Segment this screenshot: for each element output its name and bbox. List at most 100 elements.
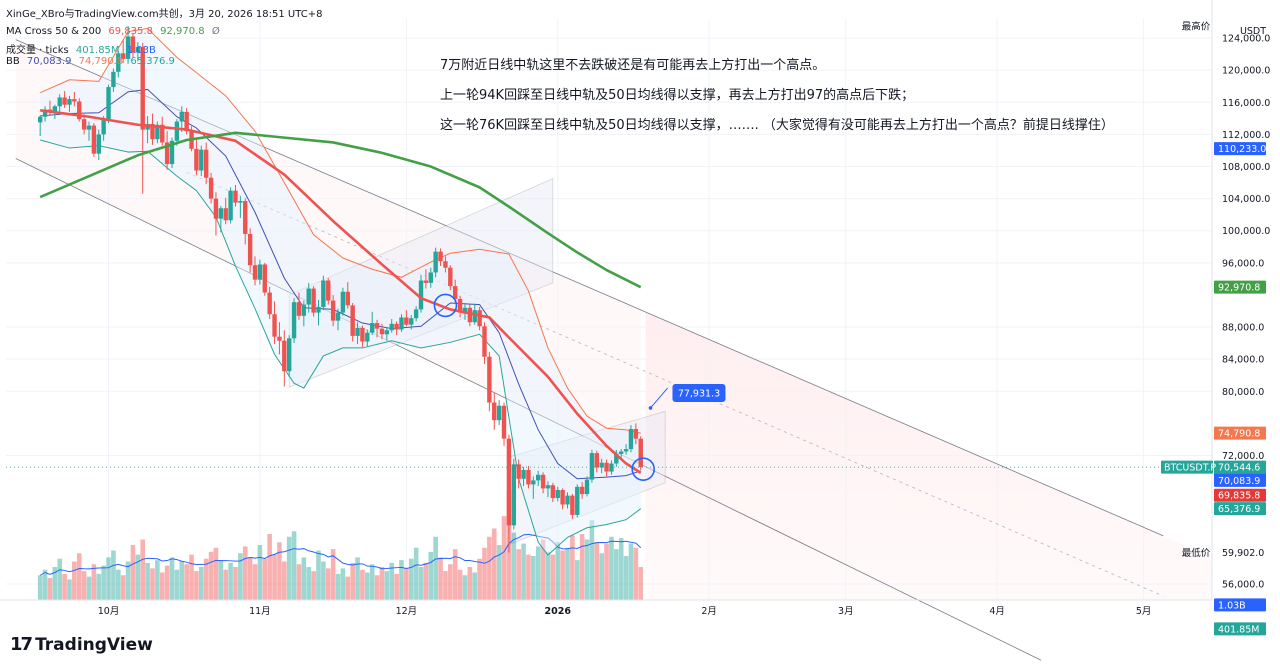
volume-bar (462, 575, 468, 600)
candle-body (633, 429, 639, 439)
candle-body (62, 97, 67, 105)
price-tag-text: 74,790.8 (1218, 429, 1260, 440)
price-tick-label: 116,000.0 (1222, 98, 1270, 109)
volume-bar (355, 557, 360, 600)
price-tag-box (1214, 488, 1266, 502)
volume-bar (423, 562, 429, 600)
indicator-ma-legend[interactable]: MA Cross 50 & 200 69,835.8 92,970.8 Ø (6, 26, 224, 37)
annotation-line-2: 上一轮94K回踩至日线中轨及50日均线得以支撑，再去上方打出97的高点后下跌； (440, 88, 915, 103)
volume-bar (242, 546, 248, 600)
price-tick-label: 124,000.0 (1222, 34, 1270, 45)
candle-body (428, 272, 433, 283)
price-tick-label: 104,000.0 (1222, 194, 1270, 205)
volume-bar (443, 571, 448, 600)
volume-bar (325, 568, 331, 600)
candle-body (194, 148, 199, 171)
channel-lower-line (15, 158, 1042, 661)
volume-bar (189, 554, 194, 600)
volume-bar (521, 543, 526, 600)
candle-body (257, 264, 263, 280)
price-tag-text: 92,970.8 (1218, 283, 1260, 294)
price-tag-label: 最高价 (1182, 21, 1211, 33)
candle-body (243, 201, 248, 234)
candle-body (570, 495, 575, 515)
volume-bar (125, 561, 131, 600)
candle-body (365, 332, 370, 342)
target-label-box (672, 384, 726, 403)
volume-bar (257, 545, 263, 600)
candle-body (545, 485, 551, 489)
indicator-bb-legend[interactable]: BB 70,083.9 74,790.8 65,376.9 (6, 56, 179, 67)
candle-body (72, 99, 77, 102)
volume-bar (501, 516, 507, 600)
price-tag-text: 65,376.9 (1218, 504, 1260, 515)
volume-bar (111, 550, 116, 600)
candle-body (164, 142, 170, 165)
time-tick-label: 11月 (249, 606, 271, 617)
volume-bar (115, 569, 121, 600)
candle-body (208, 177, 214, 199)
price-tag-box (1214, 473, 1266, 487)
volume-bar (174, 569, 180, 600)
candle-body (413, 309, 419, 319)
volume-bar (408, 558, 414, 600)
candle-body (101, 119, 106, 135)
candle-body (203, 149, 209, 178)
candle-body (379, 328, 385, 335)
volume-bar (91, 564, 97, 600)
ma-legend-value-3: Ø (211, 26, 220, 37)
candle-body (267, 292, 272, 315)
candle-body (438, 251, 443, 262)
candle-body (311, 288, 316, 313)
volume-bar (96, 573, 102, 600)
volume-bar (438, 557, 443, 600)
bb-legend-label: BB (6, 56, 20, 67)
candle-body (296, 302, 302, 316)
volume-bar (379, 567, 385, 600)
chart-header-title: XinGe_XBro与TradingView.com共创，3月 20, 2026… (6, 9, 323, 20)
candle-body (77, 101, 82, 120)
volume-bar (272, 554, 277, 600)
candle-body (160, 124, 165, 143)
volume-bar (316, 550, 321, 600)
volume-bar (150, 568, 155, 600)
candle-body (565, 495, 570, 505)
candle-body (526, 469, 531, 485)
volume-bar (472, 572, 478, 600)
candle-body (272, 314, 277, 337)
symbol-tag-box (1161, 460, 1213, 474)
volume-bar (384, 571, 390, 600)
volume-bar (330, 549, 336, 600)
candle-body (228, 190, 233, 221)
indicator-volume-legend[interactable]: 成交量 · ticks 401.85M 1.03B (6, 41, 160, 56)
candle-body (155, 124, 160, 140)
volume-bar (609, 536, 614, 600)
candle-body (487, 356, 492, 403)
bb-middle-line (40, 88, 641, 480)
volume-bar (374, 575, 380, 600)
volume-bar (37, 575, 43, 600)
highlight-circle-prev (433, 293, 458, 318)
tradingview-logo-icon: 17 (10, 634, 33, 655)
candle-body (174, 121, 180, 141)
candle-body (589, 453, 595, 480)
price-tag-box (1214, 426, 1266, 440)
volume-bar (555, 542, 561, 600)
volume-bar (340, 568, 346, 600)
bb-upper-line (39, 27, 641, 434)
volume-bar (267, 534, 272, 600)
volume-bar (81, 571, 87, 600)
tradingview-logo[interactable]: 17 TradingView (10, 634, 153, 655)
price-tick-label: 100,000.0 (1222, 226, 1270, 237)
ma-legend-label: MA Cross 50 & 200 (6, 26, 102, 37)
candle-body (521, 469, 526, 479)
price-tick-label: 84,000.0 (1222, 355, 1264, 366)
candle-body (394, 323, 399, 330)
candle-body (579, 486, 585, 495)
volume-bar (301, 557, 307, 600)
candle-body (184, 111, 189, 132)
currency-label: USDT (1240, 26, 1266, 37)
time-tick-label: 2月 (701, 606, 717, 617)
candle-body (199, 149, 204, 171)
